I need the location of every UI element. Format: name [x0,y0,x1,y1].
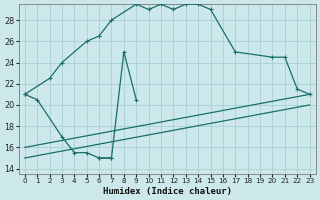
X-axis label: Humidex (Indice chaleur): Humidex (Indice chaleur) [103,187,232,196]
